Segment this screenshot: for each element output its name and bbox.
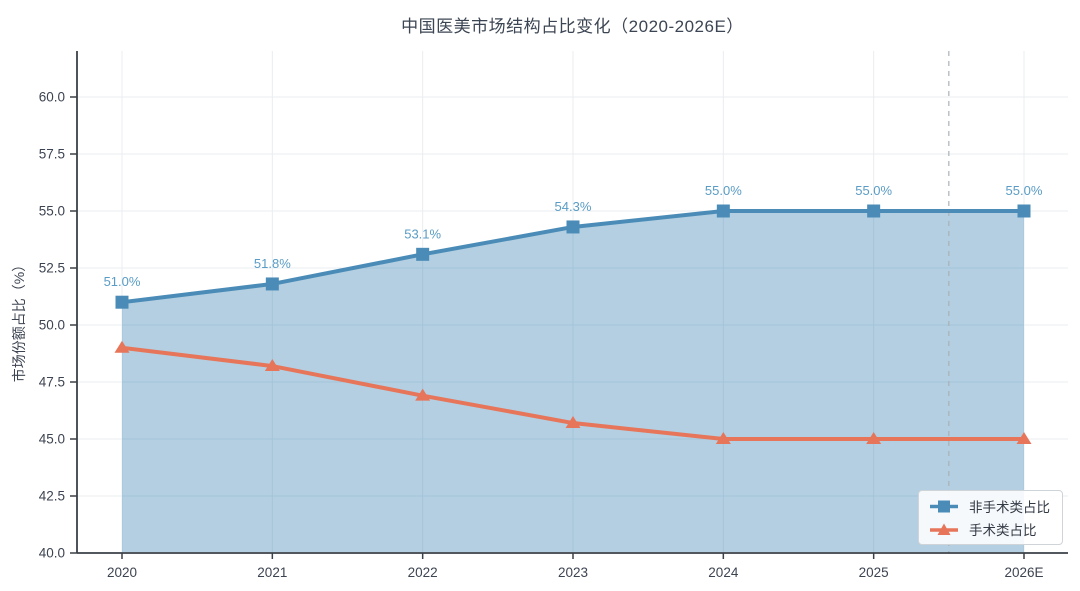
y-tick-label: 47.5 [39,375,65,390]
y-tick-label: 40.0 [39,546,65,561]
data-point-triangle [565,416,581,429]
triangle-marker-icon [930,523,958,535]
data-point-triangle [264,359,280,372]
y-tick-label: 55.0 [39,204,65,219]
data-point-label: 53.1% [404,226,441,241]
square-marker-icon [930,500,958,512]
area-fill [122,211,1024,552]
x-tick-label: 2023 [558,565,588,580]
x-tick-label: 2021 [257,565,287,580]
legend-label-nonsurgical: 非手术类占比 [969,500,1050,515]
data-point-square [1017,204,1031,218]
data-point-square [716,204,730,218]
data-point-label: 51.8% [254,256,291,271]
data-point-label: 55.0% [1006,183,1043,198]
y-tick-label: 50.0 [39,318,65,333]
data-point-triangle [715,432,731,444]
x-tick-label: 2024 [708,565,739,580]
legend-item-surgical[interactable]: 手术类占比 [928,519,1050,539]
data-point-triangle [866,432,882,444]
y-tick-label: 57.5 [39,147,65,162]
data-point-triangle [1016,432,1032,444]
chart-title: 中国医美市场结构占比变化（2020-2026E） [401,17,744,36]
data-point-square [416,247,430,261]
y-tick-label: 52.5 [39,261,65,276]
x-tick-label: 2026E [1004,565,1043,580]
y-tick-label: 45.0 [39,432,65,447]
data-point-label: 55.0% [855,183,892,198]
legend-label-surgical: 手术类占比 [969,523,1037,538]
x-tick-label: 2025 [859,565,889,580]
data-point-label: 51.0% [104,274,141,289]
y-tick-label: 42.5 [39,489,65,504]
y-axis-title: 市场份额占比（%） [11,258,27,382]
data-point-square [265,277,279,291]
data-point-label: 55.0% [705,183,742,198]
data-point-triangle [114,340,130,353]
data-point-square [566,220,580,234]
data-point-label: 54.3% [555,199,592,214]
legend[interactable]: 非手术类占比 手术类占比 [918,490,1063,545]
x-tick-label: 2020 [107,565,137,580]
data-point-square [867,204,881,218]
legend-item-nonsurgical[interactable]: 非手术类占比 [928,496,1050,516]
data-point-triangle [415,388,431,401]
data-point-square [115,295,129,309]
x-tick-label: 2022 [408,565,438,580]
y-tick-label: 60.0 [39,90,65,105]
